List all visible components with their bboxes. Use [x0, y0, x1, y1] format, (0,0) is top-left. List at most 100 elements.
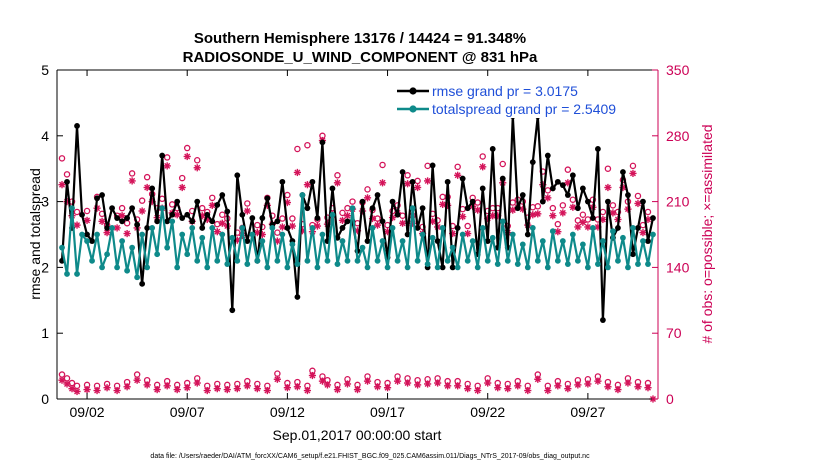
- y-right-tick-label: 280: [666, 128, 690, 144]
- obs-assimilated-marker: [193, 164, 201, 172]
- spread-point: [99, 264, 105, 271]
- spread-point: [514, 261, 521, 268]
- obs-assimilated-marker: [484, 379, 492, 387]
- spread-point: [354, 257, 361, 264]
- spread-point: [59, 244, 65, 251]
- x-tick-label: 09/02: [70, 404, 105, 420]
- spread-point: [519, 241, 526, 248]
- rmse-point: [174, 198, 181, 205]
- spread-point: [184, 251, 191, 258]
- obs-assimilated-marker: [243, 382, 251, 390]
- spread-point: [234, 257, 241, 264]
- obs-assimilated-marker: [393, 377, 402, 385]
- obs-assimilated-marker: [644, 384, 652, 392]
- rmse-point: [489, 146, 496, 152]
- obs-assimilated-marker: [173, 211, 181, 219]
- obs-assimilated-marker: [564, 385, 572, 393]
- spread-point: [414, 257, 421, 264]
- obs-assimilated-marker: [58, 181, 66, 189]
- obs-assimilated-marker-stroke: [479, 163, 486, 170]
- spread-point: [464, 257, 471, 264]
- x-tick-label: 09/12: [270, 404, 305, 420]
- obs-assimilated-marker: [373, 221, 382, 229]
- rmse-point: [204, 211, 211, 218]
- obs-assimilated-marker-stroke: [574, 223, 581, 230]
- obs-assimilated-marker-stroke: [489, 212, 496, 219]
- obs-assimilated-marker: [584, 380, 592, 388]
- obs-assimilated-marker: [178, 183, 186, 192]
- rmse-point: [394, 211, 401, 218]
- obs-assimilated-marker: [574, 223, 582, 231]
- obs-assimilated-marker: [73, 221, 81, 229]
- rmse-point: [454, 225, 461, 231]
- spread-point: [324, 257, 331, 264]
- rmse-point: [219, 192, 226, 198]
- obs-assimilated-marker-stroke: [584, 380, 591, 387]
- rmse-point: [94, 195, 100, 202]
- obs-assimilated-marker: [604, 183, 612, 192]
- spread-point: [374, 257, 381, 264]
- obs-assimilated-marker-stroke: [399, 220, 406, 227]
- obs-possible-marker: [614, 208, 622, 216]
- rmse-point: [364, 238, 371, 244]
- obs-assimilated-marker-stroke: [594, 378, 601, 385]
- obs-assimilated-marker: [93, 386, 101, 395]
- obs-assimilated-marker-stroke: [179, 184, 186, 191]
- obs-assimilated-marker: [103, 384, 111, 392]
- y-axis-label: rmse and totalspread: [27, 168, 43, 300]
- obs-assimilated-marker: [58, 376, 66, 384]
- obs-assimilated-marker: [639, 229, 647, 237]
- rmse-point: [294, 294, 301, 300]
- obs-possible-marker: [634, 192, 642, 200]
- spread-point: [640, 238, 646, 244]
- obs-assimilated-marker: [133, 376, 141, 384]
- rmse-point: [444, 178, 451, 185]
- obs-assimilated-marker: [123, 383, 131, 391]
- obs-assimilated-marker-stroke: [424, 380, 431, 387]
- obs-assimilated-marker: [93, 204, 101, 212]
- obs-assimilated-marker: [123, 229, 131, 238]
- obs-assimilated-marker-stroke: [304, 181, 311, 188]
- obs-assimilated-marker-stroke: [184, 384, 191, 391]
- rmse-point: [404, 231, 411, 238]
- obs-assimilated-marker: [343, 380, 352, 388]
- obs-assimilated-marker-stroke: [604, 184, 611, 191]
- spread-point: [509, 231, 516, 238]
- rmse-point: [279, 178, 286, 185]
- spread-point: [304, 257, 311, 264]
- obs-assimilated-marker-stroke: [119, 212, 126, 219]
- obs-assimilated-marker: [193, 379, 201, 387]
- rmse-point: [84, 231, 90, 238]
- obs-assimilated-marker: [444, 382, 452, 390]
- obs-assimilated-marker-stroke: [99, 218, 106, 225]
- obs-assimilated-marker-stroke: [134, 377, 141, 384]
- spread-point: [364, 264, 371, 271]
- obs-possible-marker: [404, 172, 411, 179]
- rmse-point: [259, 215, 266, 221]
- obs-assimilated-marker: [383, 384, 392, 392]
- spread-point: [650, 231, 656, 238]
- spread-point: [339, 238, 346, 244]
- obs-assimilated-marker-stroke: [569, 204, 576, 211]
- spread-point: [645, 261, 651, 268]
- obs-assimilated-marker-stroke: [629, 170, 636, 177]
- obs-assimilated-marker: [398, 219, 407, 227]
- obs-assimilated-marker-stroke: [544, 387, 551, 394]
- spread-point: [419, 231, 426, 238]
- legend-spread-marker: [409, 105, 417, 113]
- obs-assimilated-marker: [103, 229, 111, 237]
- spread-point: [129, 244, 136, 251]
- obs-assimilated-marker-stroke: [364, 378, 371, 385]
- spread-point: [169, 218, 176, 225]
- obs-assimilated-marker-stroke: [484, 380, 491, 387]
- obs-assimilated-marker-stroke: [244, 382, 251, 389]
- x-axis-label: Sep.01,2017 00:00:00 start: [273, 427, 442, 443]
- obs-assimilated-marker-stroke: [209, 202, 216, 209]
- obs-assimilated-marker-stroke: [494, 384, 501, 391]
- obs-possible-marker: [464, 222, 471, 230]
- obs-assimilated-marker: [163, 382, 171, 390]
- chart-title: Southern Hemisphere 13176 / 14424 = 91.3…: [194, 30, 526, 47]
- obs-assimilated-marker: [439, 200, 447, 209]
- obs-possible-marker: [219, 211, 226, 219]
- spread-point: [574, 257, 581, 264]
